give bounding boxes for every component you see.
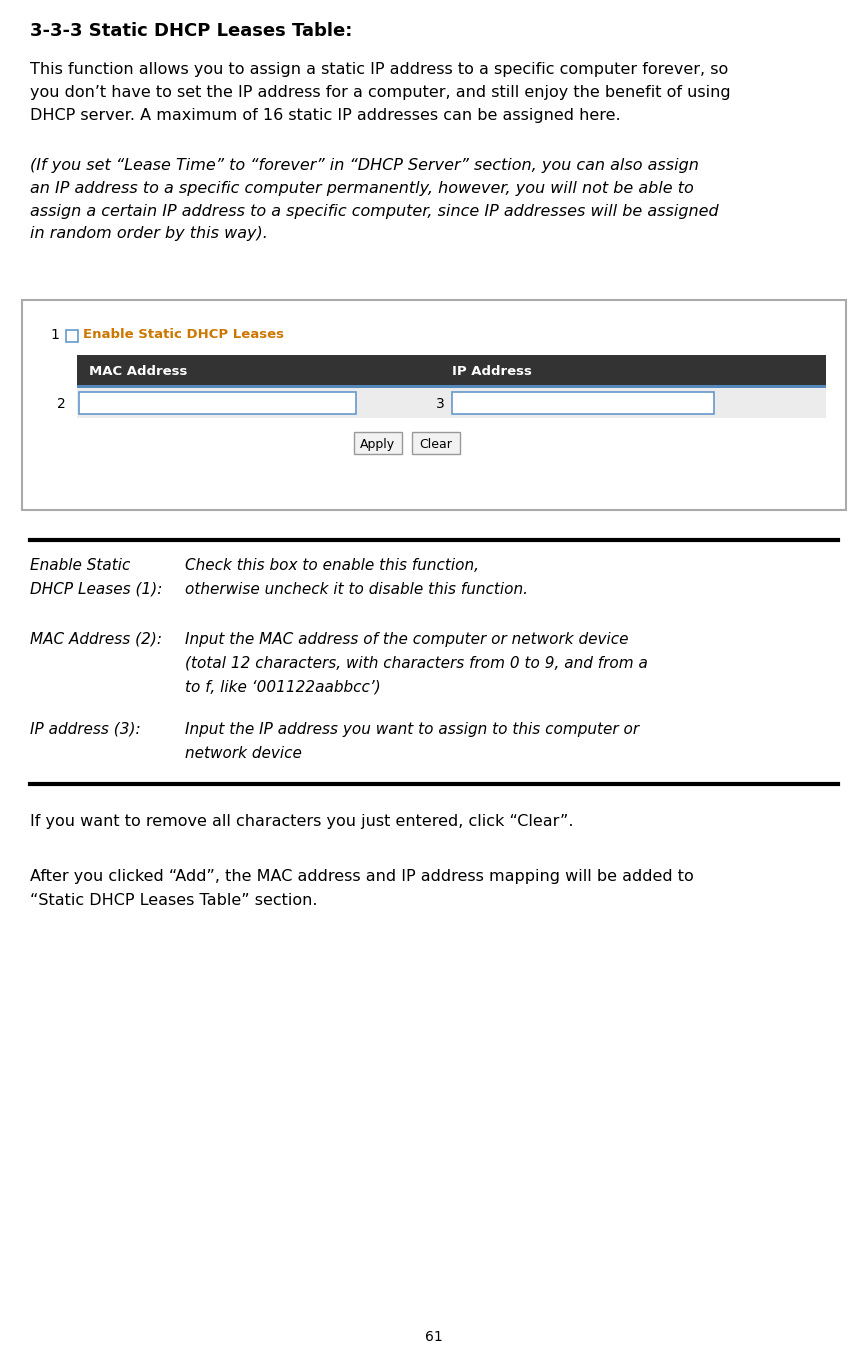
Bar bbox=[77, 388, 826, 418]
Text: Input the MAC address of the computer or network device: Input the MAC address of the computer or… bbox=[185, 632, 628, 647]
Bar bbox=[353, 432, 402, 455]
Text: After you clicked “Add”, the MAC address and IP address mapping will be added to: After you clicked “Add”, the MAC address… bbox=[30, 868, 694, 883]
Text: Enable Static: Enable Static bbox=[30, 558, 130, 573]
Text: If you want to remove all characters you just entered, click “Clear”.: If you want to remove all characters you… bbox=[30, 814, 574, 829]
Text: network device: network device bbox=[185, 746, 302, 761]
Bar bbox=[66, 330, 78, 342]
Text: This function allows you to assign a static IP address to a specific computer fo: This function allows you to assign a sta… bbox=[30, 62, 731, 122]
Bar bbox=[79, 392, 356, 414]
Bar bbox=[411, 432, 459, 455]
Text: Enable Static DHCP Leases: Enable Static DHCP Leases bbox=[83, 328, 284, 341]
Text: (If you set “Lease Time” to “forever” in “DHCP Server” section, you can also ass: (If you set “Lease Time” to “forever” in… bbox=[30, 157, 719, 242]
Text: 2: 2 bbox=[57, 398, 66, 411]
Text: IP address (3):: IP address (3): bbox=[30, 722, 141, 737]
Text: otherwise uncheck it to disable this function.: otherwise uncheck it to disable this fun… bbox=[185, 582, 528, 597]
Text: 3-3-3 Static DHCP Leases Table:: 3-3-3 Static DHCP Leases Table: bbox=[30, 22, 352, 39]
Text: 1: 1 bbox=[50, 328, 59, 342]
Text: Check this box to enable this function,: Check this box to enable this function, bbox=[185, 558, 479, 573]
Text: to f, like ‘001122aabbcc’): to f, like ‘001122aabbcc’) bbox=[185, 680, 381, 695]
Text: Apply: Apply bbox=[360, 438, 395, 451]
Text: DHCP Leases (1):: DHCP Leases (1): bbox=[30, 582, 162, 597]
Text: 61: 61 bbox=[425, 1330, 443, 1343]
Text: Clear: Clear bbox=[419, 438, 452, 451]
Text: IP Address: IP Address bbox=[451, 365, 531, 379]
Bar bbox=[77, 356, 826, 385]
Text: Input the IP address you want to assign to this computer or: Input the IP address you want to assign … bbox=[185, 722, 639, 737]
Text: 3: 3 bbox=[436, 398, 444, 411]
Text: MAC Address: MAC Address bbox=[89, 365, 187, 379]
Bar bbox=[77, 385, 826, 388]
Bar bbox=[451, 392, 713, 414]
Bar bbox=[22, 300, 846, 510]
Text: MAC Address (2):: MAC Address (2): bbox=[30, 632, 162, 647]
Text: “Static DHCP Leases Table” section.: “Static DHCP Leases Table” section. bbox=[30, 893, 318, 908]
Text: (total 12 characters, with characters from 0 to 9, and from a: (total 12 characters, with characters fr… bbox=[185, 655, 648, 670]
